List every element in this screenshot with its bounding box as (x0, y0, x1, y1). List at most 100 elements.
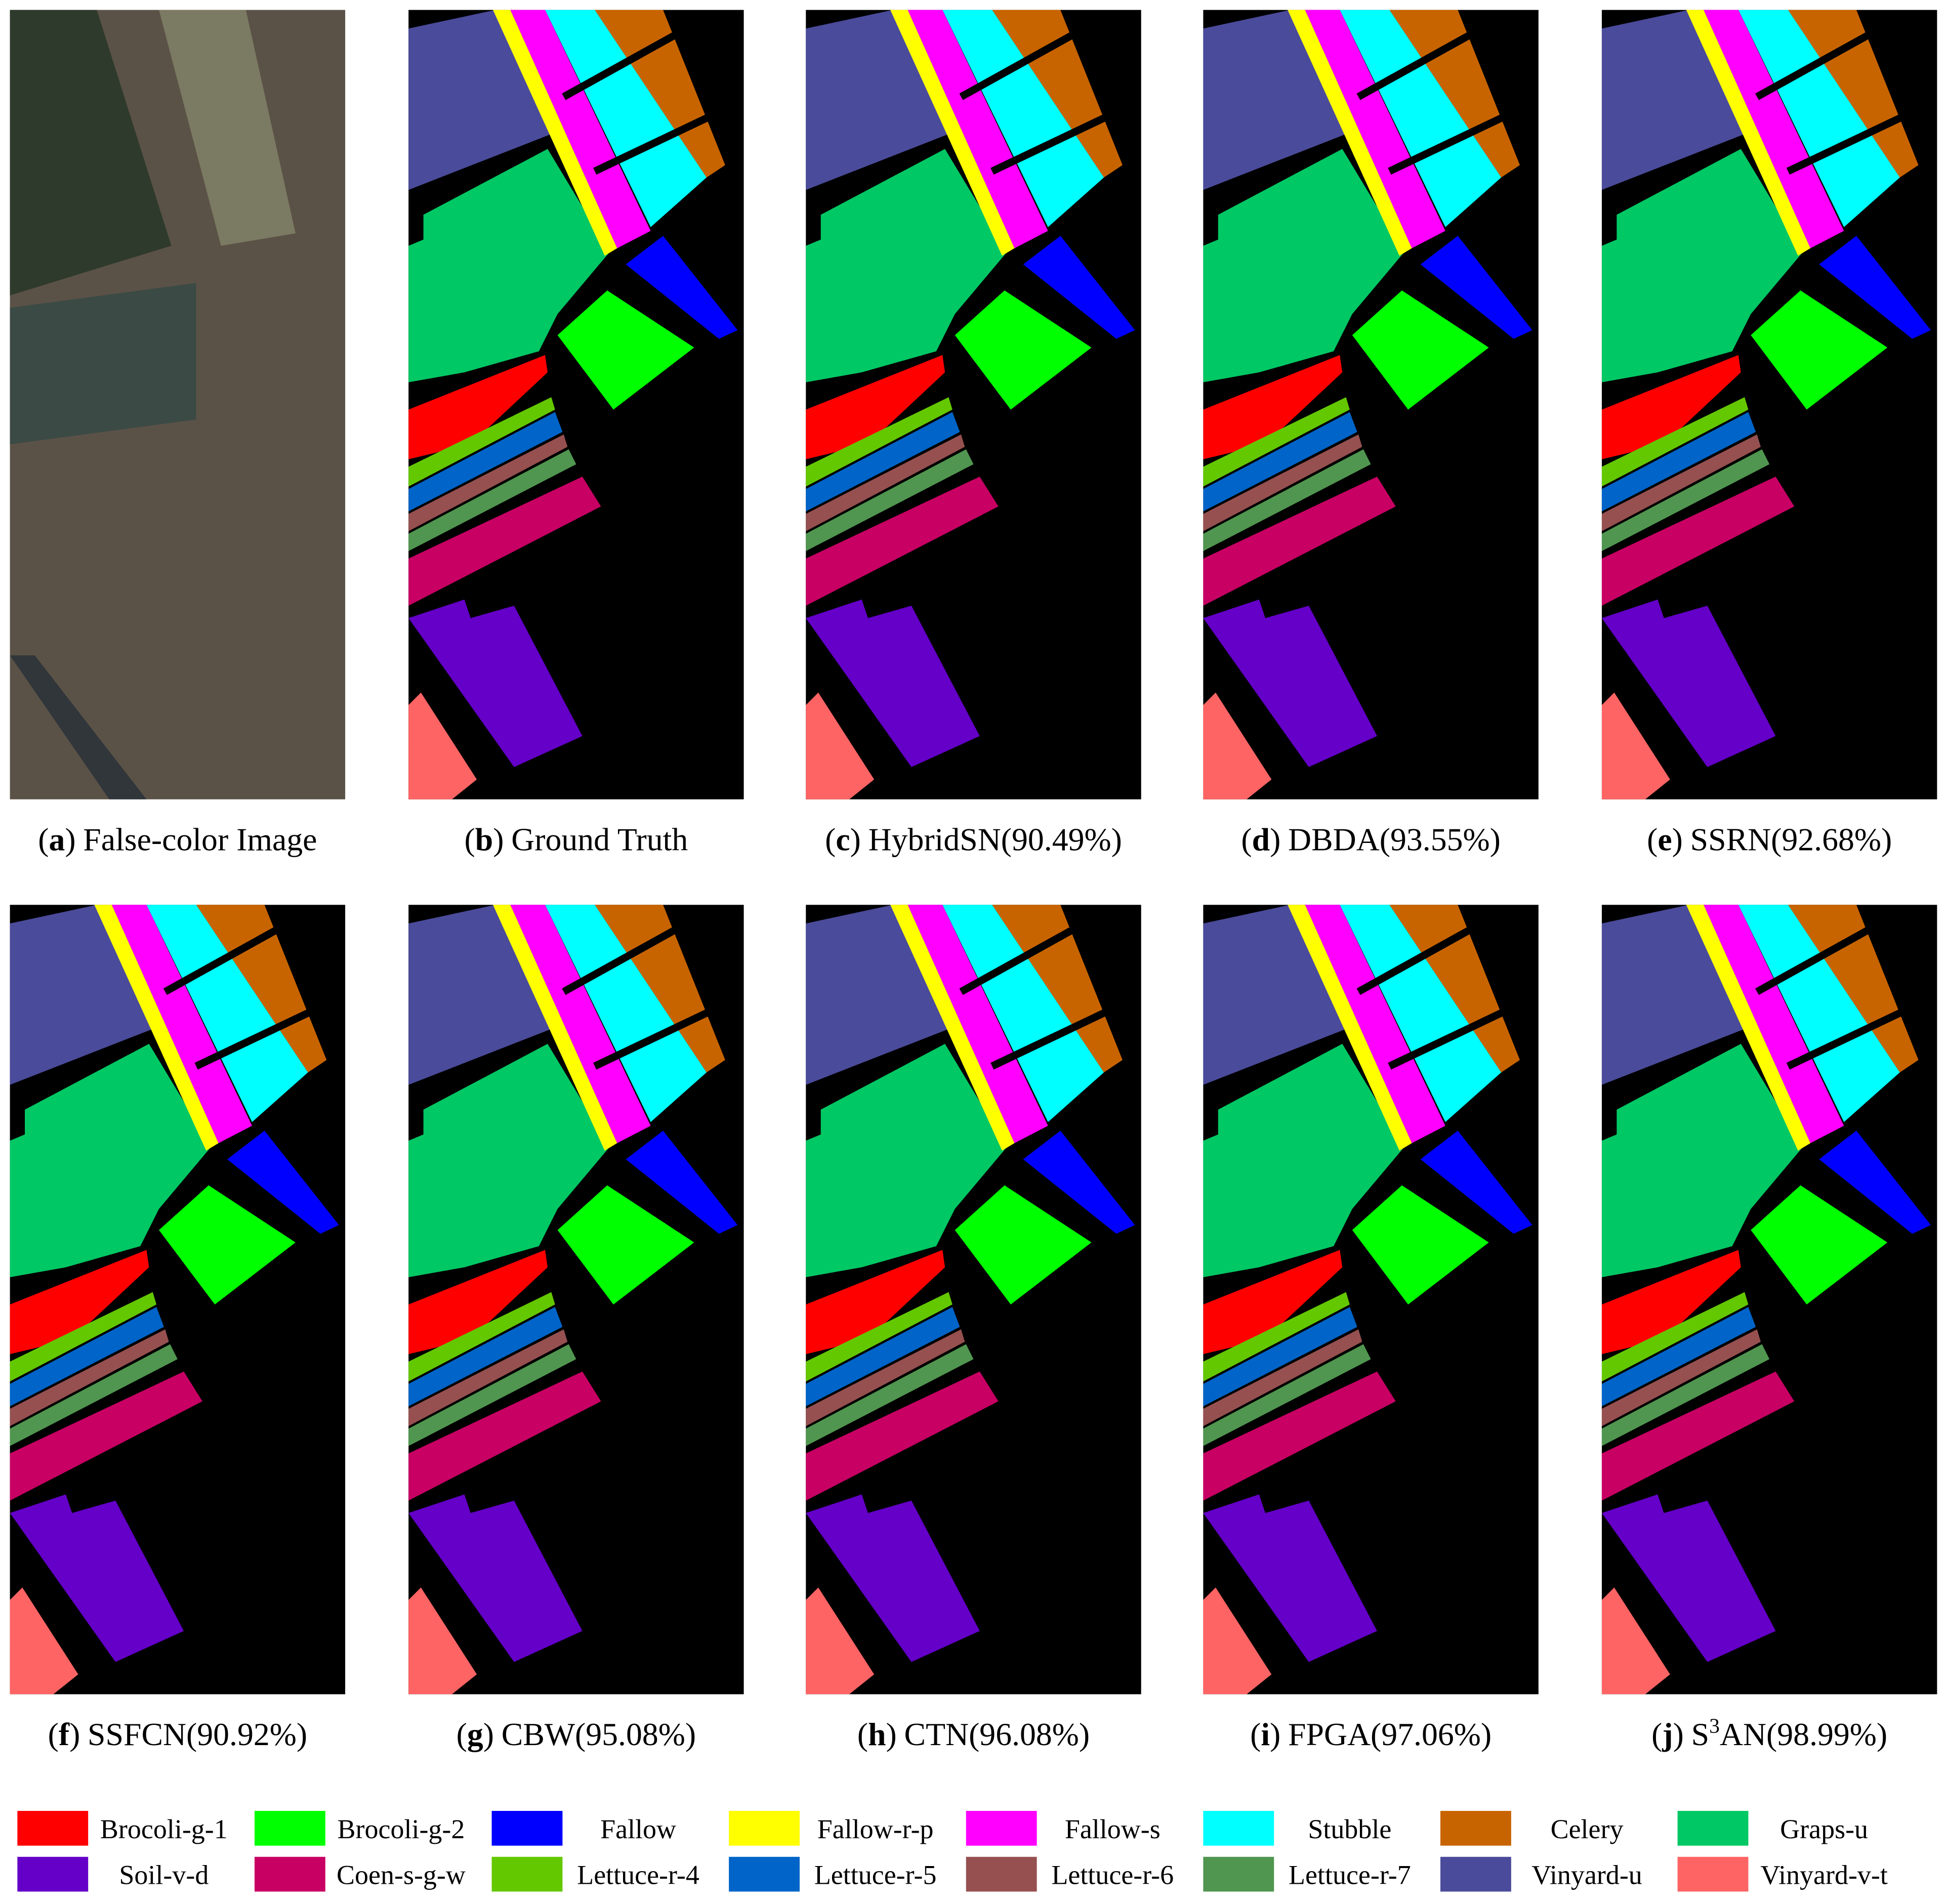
class-region (1751, 290, 1888, 410)
class-region (806, 412, 960, 512)
class-region (1203, 1307, 1357, 1407)
class-region (408, 412, 563, 512)
legend-label: Fallow (600, 1814, 676, 1844)
caption-bracket: ( (1241, 821, 1252, 857)
class-region (1601, 1292, 1749, 1382)
class-region (408, 434, 568, 531)
class-region (408, 1292, 555, 1382)
panel (408, 905, 744, 1695)
legend-swatch (491, 1811, 563, 1846)
legend-label: Vinyard-v-t (1760, 1860, 1888, 1890)
legend-label: Lettuce-r-5 (814, 1860, 937, 1890)
class-region (10, 1292, 157, 1382)
field-separator (990, 1000, 1125, 1070)
panel-caption: (c) HybridSN(90.49%) (825, 821, 1122, 857)
caption-letter: i (1261, 1716, 1270, 1752)
legend-swatch (966, 1856, 1037, 1892)
class-region (10, 1371, 202, 1501)
class-region (1704, 10, 1844, 248)
legend-label: Brocoli-g-2 (338, 1814, 465, 1844)
caption-letter: j (1662, 1716, 1673, 1752)
caption-bracket: ( (1651, 1716, 1662, 1752)
caption-text: AN(98.99%) (1720, 1716, 1887, 1752)
caption-letter: h (868, 1716, 886, 1752)
class-region (10, 1044, 212, 1278)
class-region (806, 1307, 960, 1407)
caption-bracket: ) (850, 821, 861, 857)
class-region (1601, 1250, 1741, 1355)
field-separator (1388, 1000, 1522, 1070)
legend-swatch (1677, 1856, 1749, 1892)
class-region (408, 1250, 548, 1355)
class-region (1203, 1292, 1350, 1382)
legend-swatch (1440, 1811, 1511, 1846)
legend-label: Lettuce-r-4 (577, 1860, 699, 1890)
class-region (992, 10, 1123, 178)
caption-text: S (1691, 1716, 1709, 1752)
class-region (806, 1494, 980, 1662)
class-region (408, 476, 601, 606)
legend-label: Lettuce-r-7 (1289, 1860, 1411, 1890)
panel (1203, 905, 1539, 1695)
class-region (1203, 355, 1343, 459)
panel-caption: (b) Ground Truth (465, 821, 688, 857)
class-region (806, 1344, 974, 1446)
class-region (196, 905, 327, 1073)
field-patch (159, 10, 296, 246)
class-region (806, 1371, 999, 1501)
legend-swatch (729, 1856, 800, 1892)
class-region (1203, 476, 1396, 606)
caption-bracket: ( (465, 821, 475, 857)
class-region (806, 1587, 875, 1695)
class-region (1203, 1371, 1396, 1501)
class-region (1788, 10, 1919, 178)
class-region (408, 449, 576, 552)
class-region (408, 599, 583, 767)
caption-bracket: ( (825, 821, 836, 857)
field-separator (959, 926, 1075, 995)
class-region (942, 905, 1104, 1122)
class-region (545, 10, 707, 227)
panel (806, 905, 1141, 1695)
legend-swatch (17, 1856, 89, 1892)
legend-swatch (254, 1856, 325, 1892)
class-region (94, 905, 219, 1151)
class-region (806, 1329, 965, 1426)
class-region (806, 1250, 945, 1355)
class-region (1203, 1329, 1362, 1426)
legend-swatch (17, 1811, 89, 1846)
class-region (408, 1329, 568, 1426)
class-region (626, 236, 738, 339)
class-region (1601, 434, 1761, 531)
caption-letter: b (475, 821, 493, 857)
class-region (1420, 236, 1532, 339)
field-separator (163, 926, 279, 995)
legend-label: Coen-s-g-w (337, 1860, 466, 1890)
class-region (1601, 355, 1741, 459)
class-region (1340, 10, 1502, 227)
caption-text: FPGA(97.06%) (1288, 1716, 1492, 1752)
class-region (1352, 1185, 1489, 1305)
class-region (806, 149, 1007, 383)
legend-swatch (1677, 1811, 1749, 1846)
class-region (890, 10, 1015, 256)
class-region (1601, 476, 1795, 606)
class-region (408, 1371, 601, 1501)
class-region (806, 599, 980, 767)
class-region (1203, 149, 1404, 383)
class-region (1819, 1130, 1931, 1234)
legend-swatch (1203, 1856, 1274, 1892)
panel (1601, 10, 1937, 799)
field-separator (1755, 926, 1871, 995)
class-region (545, 905, 707, 1122)
field-separator (593, 106, 727, 175)
class-region (1601, 1307, 1756, 1407)
class-region (955, 1185, 1092, 1305)
panel-caption: (h) CTN(96.08%) (857, 1716, 1090, 1752)
caption-bracket: ( (1250, 1716, 1261, 1752)
field-separator (562, 926, 678, 995)
legend-label: Celery (1551, 1814, 1624, 1844)
class-region (1203, 434, 1362, 531)
class-region (1601, 149, 1803, 383)
